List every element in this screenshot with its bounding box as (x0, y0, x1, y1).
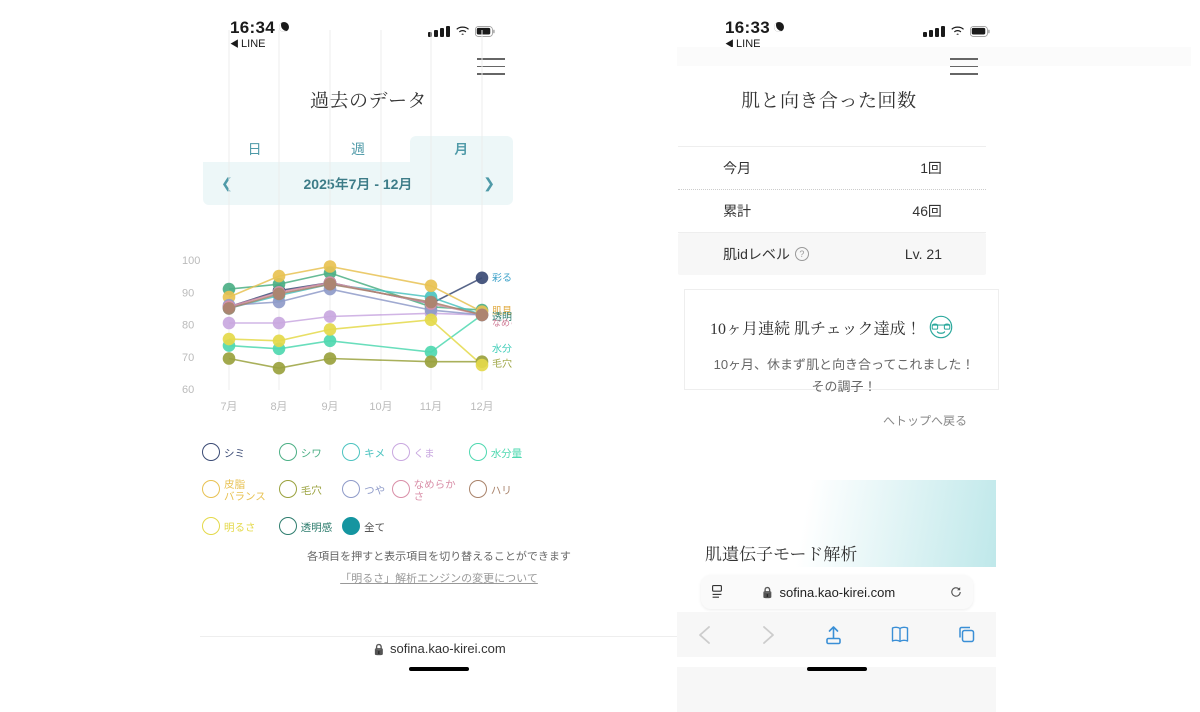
svg-text:100: 100 (182, 255, 200, 267)
svg-text:11月: 11月 (420, 401, 442, 413)
svg-text:10月: 10月 (369, 401, 392, 413)
svg-text:60: 60 (182, 384, 194, 396)
svg-text:90: 90 (182, 287, 194, 299)
svg-text:彩る: 彩る (492, 272, 512, 284)
svg-text:80: 80 (182, 320, 194, 332)
svg-text:70: 70 (182, 352, 194, 364)
svg-text:12月: 12月 (470, 401, 493, 413)
svg-text:9月: 9月 (321, 401, 338, 413)
svg-text:8月: 8月 (270, 401, 287, 413)
svg-text:毛穴: 毛穴 (492, 359, 512, 370)
svg-text:水分量: 水分量 (492, 343, 512, 355)
svg-text:7月: 7月 (220, 401, 237, 413)
